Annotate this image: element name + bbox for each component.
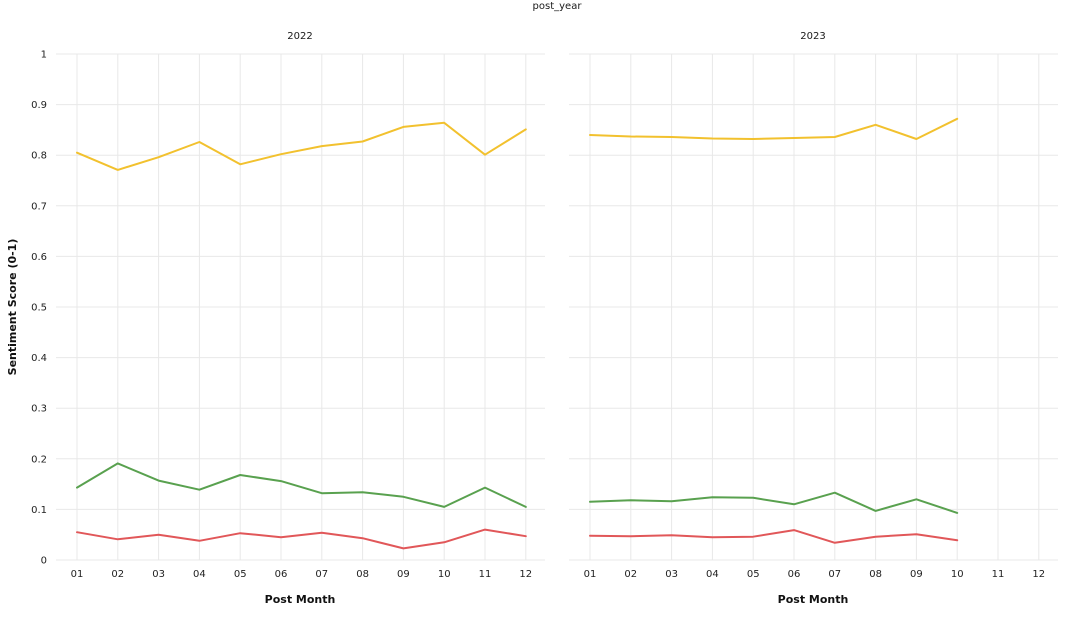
panel-2023: 2023 01 02 03 04 05 06 07 08 09 10 11 12 Post Month <box>569 31 1058 606</box>
x-tick-label: 12 <box>519 569 532 580</box>
x-tick-label: 04 <box>193 569 206 580</box>
facet-header: 2022 <box>287 31 312 42</box>
x-tick-label: 06 <box>788 569 801 580</box>
series-line-1 <box>76 121 527 171</box>
series-line-3 <box>589 529 959 544</box>
y-tick-label: 0.9 <box>31 100 47 111</box>
y-tick-label: 0.4 <box>31 353 47 364</box>
y-tick-label: 0.7 <box>31 201 47 212</box>
x-axis-title: Post Month <box>778 593 849 606</box>
x-tick-label: 03 <box>152 569 165 580</box>
x-tick-label: 01 <box>584 569 597 580</box>
y-tick-label: 0 <box>41 556 47 567</box>
x-tick-label: 10 <box>438 569 451 580</box>
x-tick-label: 07 <box>828 569 841 580</box>
x-tick-label: 08 <box>356 569 369 580</box>
y-tick-label: 0.2 <box>31 454 47 465</box>
x-tick-label: 09 <box>397 569 410 580</box>
x-tick-label: 05 <box>234 569 247 580</box>
y-axis-title: Sentiment Score (0-1) <box>6 239 19 376</box>
series-line-2 <box>76 462 527 508</box>
y-tick-label: 1 <box>41 50 47 61</box>
y-tick-label: 0.8 <box>31 151 47 162</box>
x-tick-label: 03 <box>665 569 678 580</box>
series-line-1 <box>589 117 959 140</box>
x-tick-label: 04 <box>706 569 719 580</box>
x-tick-label: 05 <box>747 569 760 580</box>
x-axis-title: Post Month <box>265 593 336 606</box>
facet-field-title: post_year <box>533 1 583 12</box>
x-tick-label: 11 <box>479 569 492 580</box>
x-tick-label: 12 <box>1032 569 1045 580</box>
y-tick-label: 0.6 <box>31 252 47 263</box>
y-tick-label: 0.3 <box>31 404 47 415</box>
x-tick-label: 11 <box>992 569 1005 580</box>
x-tick-label: 09 <box>910 569 923 580</box>
x-tick-label: 02 <box>624 569 637 580</box>
series-line-2 <box>589 491 959 514</box>
x-tick-label: 06 <box>275 569 288 580</box>
facet-header: 2023 <box>800 31 825 42</box>
y-tick-label: 0.1 <box>31 505 47 516</box>
x-tick-label: 10 <box>951 569 964 580</box>
y-tick-label: 0.5 <box>31 303 47 314</box>
x-tick-label: 01 <box>71 569 84 580</box>
x-tick-label: 08 <box>869 569 882 580</box>
x-tick-label: 02 <box>111 569 124 580</box>
series-line-3 <box>76 528 527 550</box>
x-tick-label: 07 <box>315 569 328 580</box>
